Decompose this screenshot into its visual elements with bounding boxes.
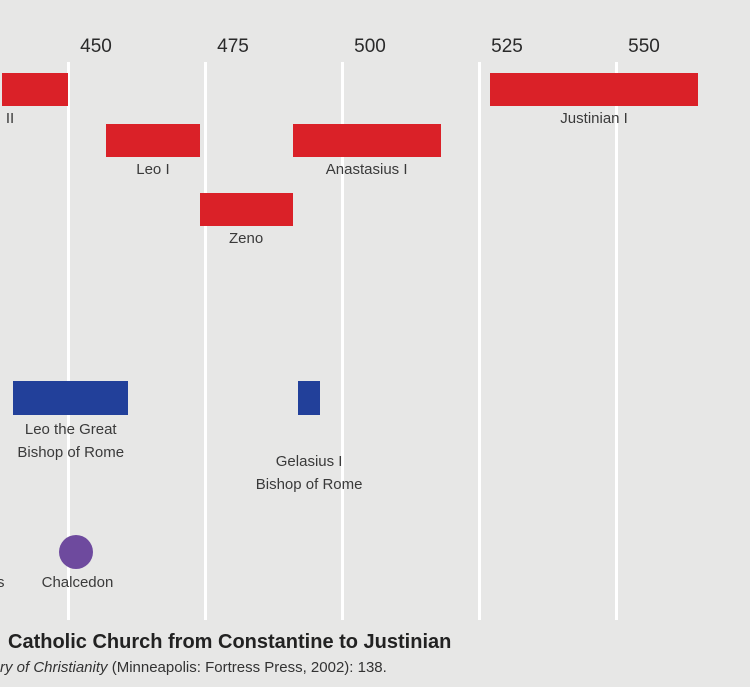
emperor-bar [489,73,699,106]
bishop-bar [298,381,321,415]
emperor-label: II [5,110,15,127]
gridline-500 [340,62,344,620]
emperor-label: Zeno [228,230,264,247]
emperor-label: Anastasius I [325,161,408,178]
bishop-name: Gelasius I [275,453,343,470]
emperor-bar [2,73,68,106]
caption-title: Catholic Church from Constantine to Just… [8,631,452,653]
emperor-label: Leo I [136,161,170,178]
tick-label-450: 450 [80,36,112,57]
emperor-bar [292,124,441,157]
gridline-525 [477,62,481,620]
caption-source: ry of Christianity (Minneapolis: Fortres… [0,659,387,676]
tick-label-550: 550 [628,36,660,57]
gridline-550 [614,62,618,620]
gridline-450 [66,62,70,620]
tick-label-500: 500 [354,36,386,57]
bishop-subtitle: Bishop of Rome [255,476,363,493]
caption-source-italic: ry of Christianity [0,659,108,676]
bishop-bar [13,381,129,415]
council-dot [59,535,94,569]
emperor-label: Justinian I [560,110,628,127]
tick-label-475: 475 [217,36,249,57]
emperor-bar [199,193,293,226]
bishop-name: Leo the Great [24,421,117,438]
bishop-subtitle: Bishop of Rome [17,444,125,461]
caption-source-rest: (Minneapolis: Fortress Press, 2002): 138… [107,659,387,676]
council-label: Chalcedon [41,574,114,591]
gridline-475 [203,62,207,620]
tick-label-525: 525 [491,36,523,57]
partial-left-label: s [0,574,5,591]
emperor-bar [106,124,200,157]
